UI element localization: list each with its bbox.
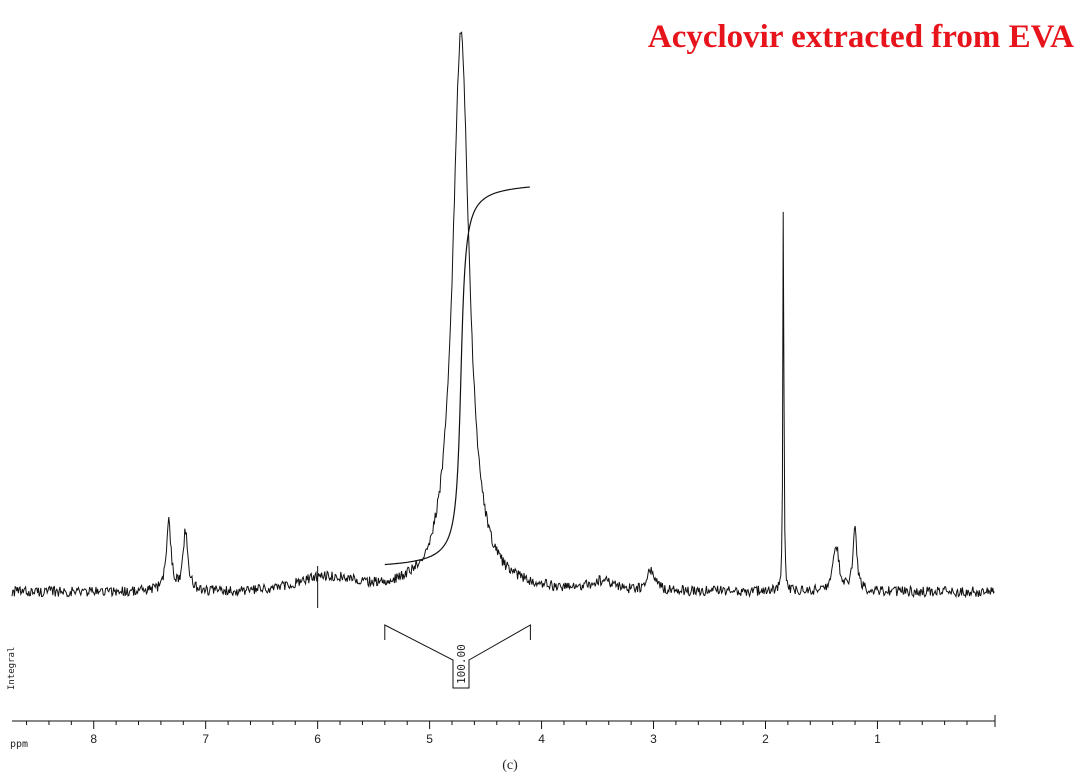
integral-bracket [384,624,531,689]
chart-title: Acyclovir extracted from EVA [648,19,1074,55]
x-tick-label: 3 [650,732,657,746]
x-tick-label: 1 [874,732,881,746]
x-tick-label: 6 [314,732,321,746]
integral-label: Integral [7,647,17,690]
figure-caption: (c) [502,758,518,773]
integral-group: 100.00 [384,186,531,689]
x-tick-label: 2 [762,732,769,746]
x-tick-label: 8 [90,732,97,746]
x-tick-label: 4 [538,732,545,746]
spectrum-group [11,31,995,608]
spectrum-line [11,31,995,599]
x-axis-label: ppm [10,739,28,750]
x-tick-label: 7 [202,732,209,746]
x-axis: 8 7 6 5 4 3 2 1 [12,715,996,746]
x-tick-label: 5 [426,732,433,746]
integral-curve [384,186,530,566]
integral-value: 100.00 [455,644,468,684]
